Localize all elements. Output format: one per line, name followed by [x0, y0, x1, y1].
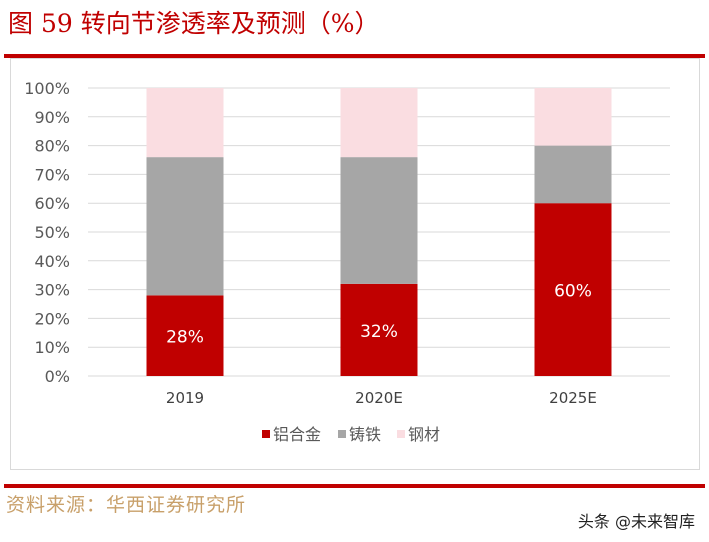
bar-铝合金-2025E [534, 203, 612, 376]
y-tick-label: 60% [34, 194, 70, 213]
figure-title: 图 59 转向节渗透率及预测（%） [8, 9, 380, 38]
bar-铸铁-2019 [146, 157, 224, 296]
x-tick-label: 2020E [355, 389, 403, 407]
bar-铝合金-2019 [146, 295, 224, 376]
bar-钢材-2020E [340, 88, 418, 158]
legend-swatch [397, 430, 405, 438]
y-tick-label: 20% [34, 309, 70, 328]
source-note: 资料来源：华西证券研究所 [6, 494, 247, 516]
y-tick-label: 0% [45, 367, 70, 386]
x-tick-label: 2019 [166, 389, 204, 407]
bar-钢材-2025E [534, 88, 612, 146]
watermark: 头条 @未来智库 [577, 512, 695, 531]
data-label: 28% [166, 328, 204, 348]
y-tick-label: 70% [34, 165, 70, 184]
y-tick-label: 10% [34, 338, 70, 357]
legend-label: 钢材 [408, 425, 440, 444]
chart-frame [10, 58, 700, 470]
y-tick-label: 90% [34, 108, 70, 127]
y-tick-label: 100% [24, 79, 70, 98]
title-rule [4, 54, 705, 58]
legend-label: 铸铁 [349, 425, 381, 444]
x-tick-label: 2025E [549, 389, 597, 407]
y-tick-label: 50% [34, 223, 70, 242]
legend-swatch [338, 430, 346, 438]
stacked-bar-chart: 0% 10% 20% 30% 40% 50% 60% 70% 80% 90% 100% 28% 2019… [24, 79, 670, 444]
bar-铸铁-2020E [340, 157, 418, 284]
legend-label: 铝合金 [273, 425, 321, 444]
legend-swatch [262, 430, 270, 438]
y-tick-label: 40% [34, 252, 70, 271]
data-label: 32% [360, 322, 398, 342]
bar-铝合金-2020E [340, 283, 418, 376]
bar-铸铁-2025E [534, 145, 612, 204]
y-tick-label: 80% [34, 137, 70, 156]
source-rule [4, 484, 705, 488]
data-label: 60% [554, 282, 592, 302]
y-tick-label: 30% [34, 281, 70, 300]
bar-钢材-2019 [146, 88, 224, 158]
